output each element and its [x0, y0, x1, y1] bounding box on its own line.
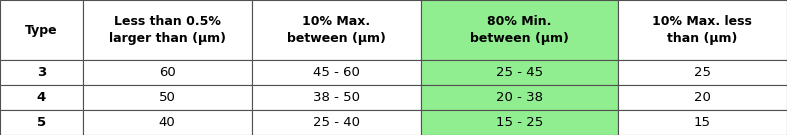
Bar — [0, 85, 83, 110]
Bar — [83, 110, 252, 135]
Text: 20 - 38: 20 - 38 — [496, 91, 543, 104]
Text: 20: 20 — [694, 91, 711, 104]
Text: Less than 0.5%
larger than (μm): Less than 0.5% larger than (μm) — [109, 15, 226, 45]
Text: 15 - 25: 15 - 25 — [496, 116, 543, 129]
Bar — [421, 0, 618, 60]
Bar — [252, 60, 421, 85]
Bar — [421, 85, 618, 110]
Bar — [83, 85, 252, 110]
Text: 38 - 50: 38 - 50 — [313, 91, 360, 104]
Bar — [618, 110, 787, 135]
Bar — [0, 0, 83, 60]
Bar — [0, 110, 83, 135]
Text: 4: 4 — [37, 91, 46, 104]
Bar — [83, 60, 252, 85]
Text: 40: 40 — [159, 116, 176, 129]
Text: 15: 15 — [694, 116, 711, 129]
Bar — [618, 85, 787, 110]
Text: 25: 25 — [694, 66, 711, 79]
Bar — [618, 60, 787, 85]
Text: 80% Min.
between (μm): 80% Min. between (μm) — [470, 15, 569, 45]
Text: 5: 5 — [37, 116, 46, 129]
Text: 10% Max. less
than (μm): 10% Max. less than (μm) — [652, 15, 752, 45]
Bar — [421, 110, 618, 135]
Text: 3: 3 — [37, 66, 46, 79]
Bar — [83, 0, 252, 60]
Bar — [252, 110, 421, 135]
Bar — [252, 0, 421, 60]
Bar — [421, 60, 618, 85]
Bar — [0, 60, 83, 85]
Text: 10% Max.
between (μm): 10% Max. between (μm) — [287, 15, 386, 45]
Text: 25 - 45: 25 - 45 — [496, 66, 543, 79]
Text: Type: Type — [25, 23, 57, 37]
Bar — [252, 85, 421, 110]
Text: 60: 60 — [159, 66, 176, 79]
Text: 25 - 40: 25 - 40 — [313, 116, 360, 129]
Text: 45 - 60: 45 - 60 — [313, 66, 360, 79]
Text: 50: 50 — [159, 91, 176, 104]
Bar — [618, 0, 787, 60]
